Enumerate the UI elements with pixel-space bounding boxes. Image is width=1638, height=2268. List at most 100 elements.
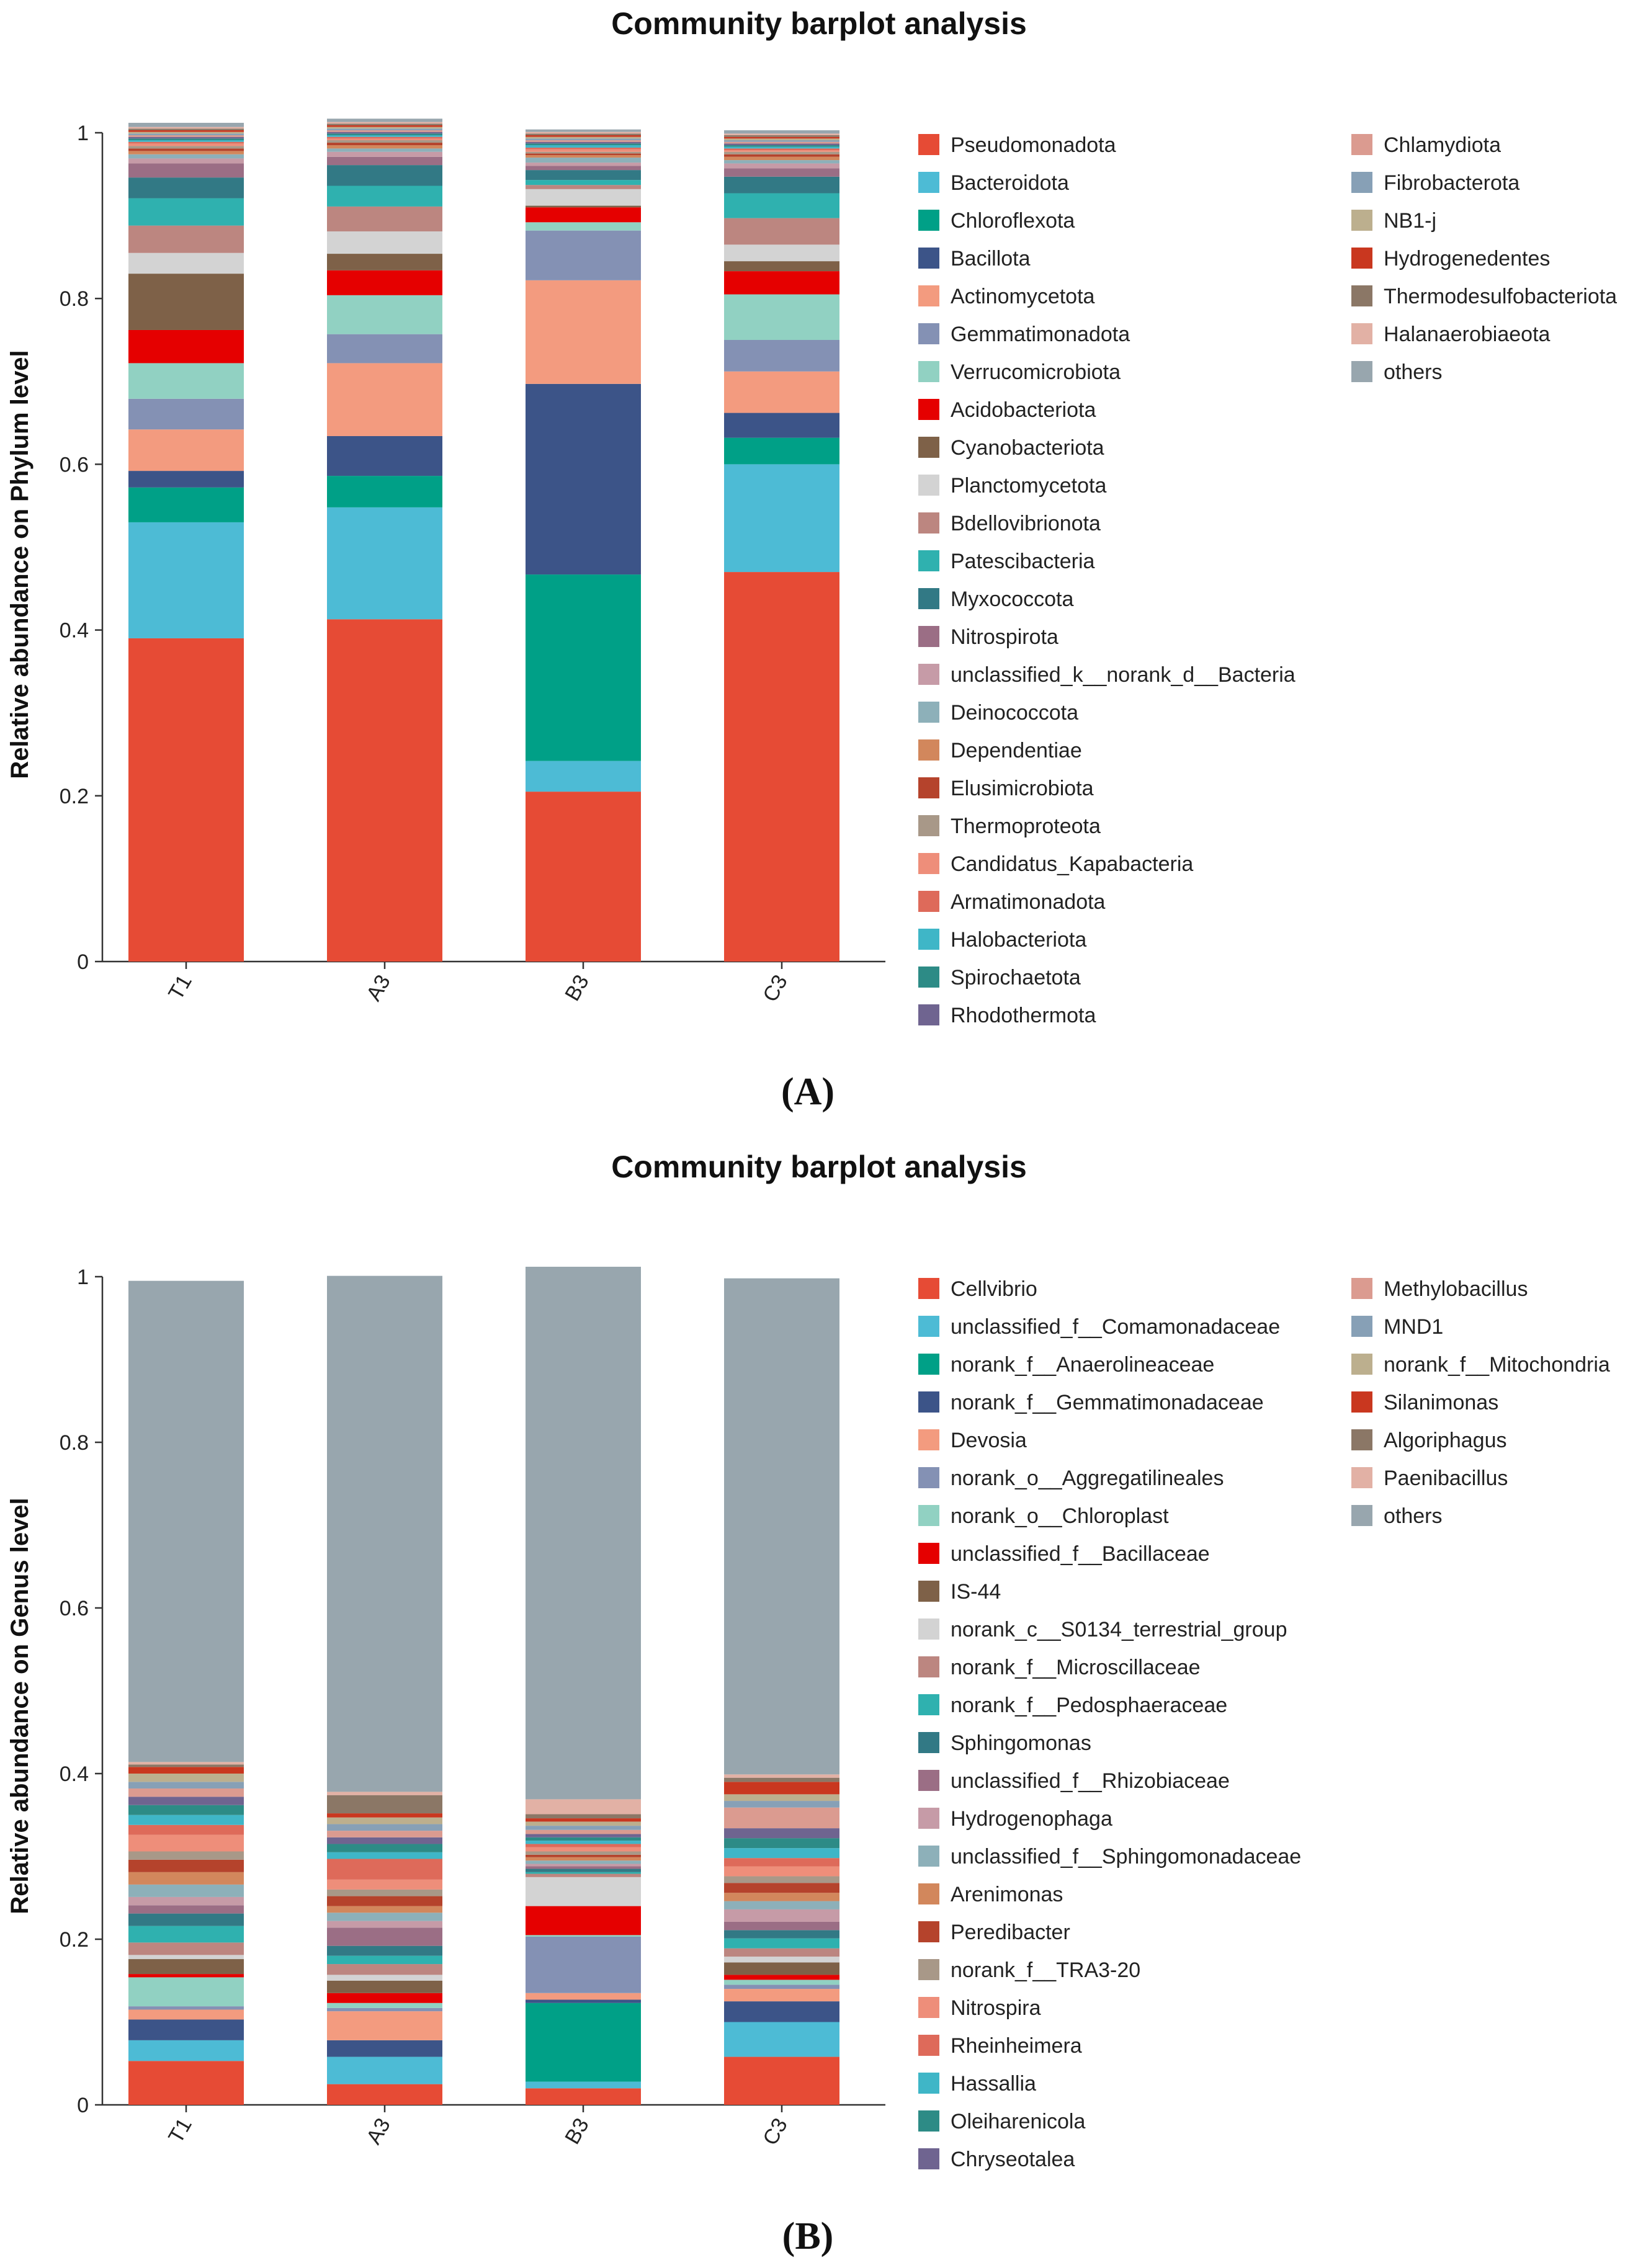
chart-b-bar-segment-c3-11 xyxy=(724,1938,839,1949)
chart-a-legend-label: Planctomycetota xyxy=(951,474,1106,498)
chart-b-x-tick-label-t1: T1 xyxy=(164,2114,197,2147)
chart-a-bar-segment-b3-16 xyxy=(526,155,641,158)
chart-b-bar-segment-b3-15 xyxy=(526,1860,641,1864)
chart-a-legend-swatch xyxy=(918,550,939,571)
chart-a-bar-segment-t1-7 xyxy=(128,329,244,364)
chart-a-bar-segment-b3-20 xyxy=(526,148,641,150)
chart-b-bar-segment-b3-24 xyxy=(526,1829,641,1834)
chart-b-legend-swatch xyxy=(1351,1467,1372,1488)
chart-a-legend-swatch xyxy=(918,588,939,609)
chart-b-legend-label: Cellvibrio xyxy=(951,1277,1037,1301)
chart-b-legend-label: MND1 xyxy=(1384,1315,1443,1339)
chart-b-bar-segment-a3-8 xyxy=(327,1980,442,1993)
chart-b-bar-segment-t1-3 xyxy=(128,2019,244,2040)
chart-a-bar-segment-t1-15 xyxy=(128,154,244,159)
chart-b-legend-item: Devosia xyxy=(918,1429,1027,1452)
chart-a-legend-label: Myxococcota xyxy=(951,587,1073,611)
chart-b-legend-label: unclassified_f__Bacillaceae xyxy=(951,1542,1210,1566)
chart-b-legend-item: Hassallia xyxy=(918,2072,1036,2096)
chart-a-bar-segment-b3-1 xyxy=(526,761,641,792)
chart-b-bar-segment-t1-23 xyxy=(128,1797,244,1805)
chart-a-legend-item: Hydrogenedentes xyxy=(1351,247,1550,270)
chart-a-bar-segment-c3-29 xyxy=(724,133,839,136)
chart-a-legend-item: others xyxy=(1351,360,1443,384)
chart-a-bar-segment-t1-2 xyxy=(128,487,244,522)
chart-b-legend-swatch xyxy=(918,1921,939,1942)
chart-b-bar-segment-a3-11 xyxy=(327,1955,442,1965)
chart-a-legend-label: unclassified_k__norank_d__Bacteria xyxy=(951,663,1296,687)
chart-b-bar-segment-a3-6 xyxy=(327,2002,442,2008)
chart-b-y-tick-label: 0 xyxy=(77,2094,89,2117)
chart-b-bar-segment-c3-22 xyxy=(724,1838,839,1849)
chart-a-bar-segment-t1-5 xyxy=(128,398,244,430)
chart-a-legend-swatch xyxy=(918,437,939,458)
chart-b-legend-label: norank_f__Mitochondria xyxy=(1384,1353,1610,1377)
chart-b-legend-swatch xyxy=(918,1278,939,1299)
chart-b-panel-label: (B) xyxy=(782,2215,834,2257)
chart-a-bar-segment-t1-13 xyxy=(128,163,244,178)
chart-b-legend-label: Methylobacillus xyxy=(1384,1277,1528,1301)
chart-b-bar-segment-a3-13 xyxy=(327,1927,442,1946)
chart-b-y-axis-label: Relative abundance on Genus level xyxy=(6,1498,34,1914)
chart-a-bar-segment-b3-15 xyxy=(526,158,641,163)
chart-b-bar-segment-b3-0 xyxy=(526,2088,641,2105)
chart-a-bar-segment-c3-30 xyxy=(724,130,839,134)
chart-a-bar-segment-a3-26 xyxy=(327,127,442,129)
chart-a-bar-segment-a3-22 xyxy=(327,133,442,136)
chart-b-legend-label: norank_c__S0134_terrestrial_group xyxy=(951,1618,1287,1641)
chart-a-bar-segment-c3-19 xyxy=(724,150,839,152)
chart-a-bar-segment-c3-15 xyxy=(724,160,839,164)
chart-a-legend-swatch xyxy=(918,702,939,723)
chart-b-legend-swatch xyxy=(918,1694,939,1715)
chart-a-legend-swatch xyxy=(1351,210,1372,231)
chart-b-legend-item: others xyxy=(1351,1504,1443,1528)
chart-a-bar-segment-b3-21 xyxy=(526,145,641,148)
chart-b-bar-segment-b3-30 xyxy=(526,1266,641,1800)
chart-a-bar-segment-t1-8 xyxy=(128,274,244,330)
chart-b-bar-segment-t1-22 xyxy=(128,1805,244,1815)
chart-b-legend-label: Chryseotalea xyxy=(951,2148,1075,2171)
chart-b-bar-segment-b3-10 xyxy=(526,1873,641,1877)
chart-a-legend-item: Patescibacteria xyxy=(918,550,1095,573)
chart-b-legend-label: Hydrogenophaga xyxy=(951,1807,1112,1831)
chart-a-bar-segment-a3-4 xyxy=(327,363,442,436)
chart-a-bar-segment-a3-1 xyxy=(327,507,442,620)
chart-b-bar-segment-a3-21 xyxy=(327,1852,442,1859)
chart-a-legend-label: Verrucomicrobiota xyxy=(951,360,1121,384)
chart-a-x-tick-label-c3: C3 xyxy=(758,971,792,1006)
chart-b-bar-segment-a3-17 xyxy=(327,1896,442,1906)
chart-a-bar-segment-b3-4 xyxy=(526,280,641,384)
chart-b-legend-item: unclassified_f__Bacillaceae xyxy=(918,1542,1210,1566)
chart-a-bar-segment-b3-12 xyxy=(526,170,641,181)
chart-b-legend-swatch xyxy=(918,1581,939,1602)
chart-a-legend-swatch xyxy=(918,134,939,155)
chart-b-legend-label: unclassified_f__Rhizobiaceae xyxy=(951,1769,1230,1793)
chart-b-bar-segment-b3-23 xyxy=(526,1834,641,1837)
chart-b-y-tick-label: 0.4 xyxy=(60,1762,89,1786)
chart-b-bar-segment-t1-11 xyxy=(128,1926,244,1943)
chart-b-x-ticks: T1 A3 B3 C3 xyxy=(164,2105,792,2150)
chart-b-bar-segment-t1-6 xyxy=(128,1977,244,2007)
chart-a-bar-segment-t1-19 xyxy=(128,143,244,146)
chart-a-legend-swatch xyxy=(918,512,939,534)
chart-b-legend-swatch xyxy=(918,1732,939,1753)
chart-a-legend-item: Actinomycetota xyxy=(918,285,1095,308)
chart-a-legend-label: Bdellovibrionota xyxy=(951,512,1101,535)
chart-b-bar-segment-c3-17 xyxy=(724,1883,839,1893)
chart-a-y-tick-label: 0.8 xyxy=(60,287,89,311)
chart-a-legend-label: Thermoproteota xyxy=(951,815,1101,838)
chart-a-bar-segment-a3-15 xyxy=(327,148,442,152)
chart-a-bar-segment-b3-3 xyxy=(526,383,641,575)
chart-a-legend-swatch xyxy=(918,475,939,496)
chart-a-bar-segment-t1-10 xyxy=(128,225,244,253)
chart-b-bar-segment-c3-13 xyxy=(724,1921,839,1931)
chart-b-legend-swatch xyxy=(918,1883,939,1904)
chart-a-legend-label: Elusimicrobiota xyxy=(951,777,1094,800)
chart-a-legend-label: Candidatus_Kapabacteria xyxy=(951,852,1193,876)
chart-a-bar-segment-t1-4 xyxy=(128,429,244,471)
chart-a-legend-label: Acidobacteriota xyxy=(951,398,1096,422)
chart-a-legend-swatch xyxy=(1351,248,1372,269)
chart-b-bar-segment-b3-14 xyxy=(526,1864,641,1867)
chart-b-bar-segment-a3-27 xyxy=(327,1813,442,1818)
chart-a-legend-item: NB1-j xyxy=(1351,209,1436,233)
